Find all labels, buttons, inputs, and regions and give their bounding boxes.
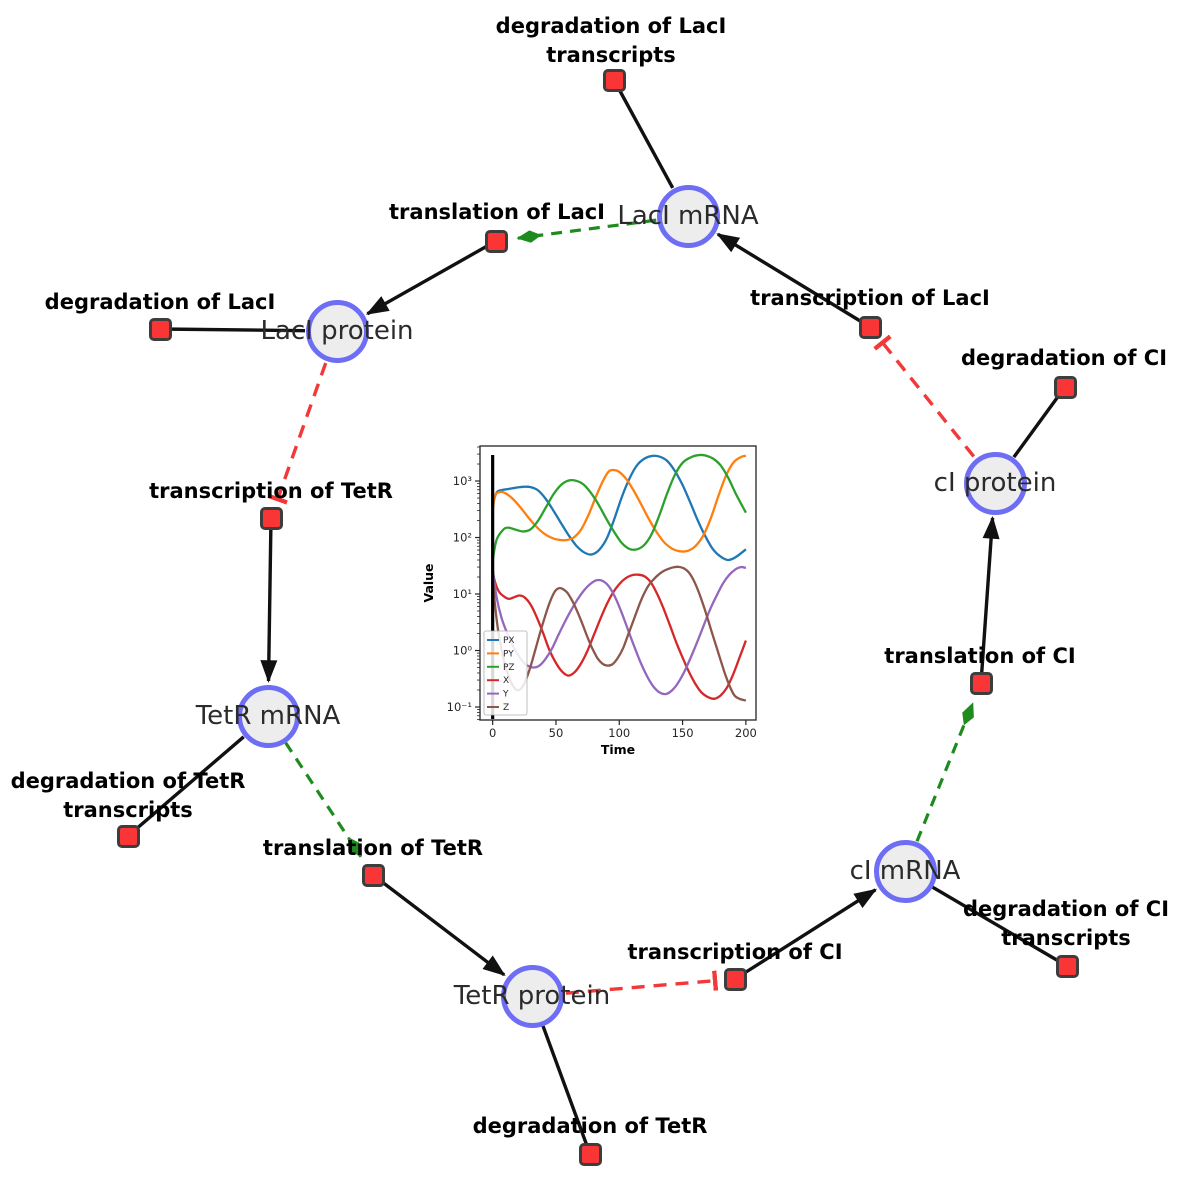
reaction-node-txn-laci[interactable] — [858, 315, 882, 339]
reaction-node-transl-tetr[interactable] — [361, 863, 385, 887]
reaction-node-txn-tetr[interactable] — [259, 506, 283, 530]
y-tick-10e0: 10⁰ — [453, 644, 473, 658]
legend-entry-PZ: PZ — [503, 663, 515, 673]
edge-laci-mrna-deg-laci-tx — [612, 79, 675, 189]
species-node-tetr-mrna[interactable] — [236, 684, 300, 748]
species-node-laci-protein[interactable] — [305, 299, 369, 363]
species-label-laci-mrna: LacI mRNA — [617, 201, 759, 231]
reaction-label-deg-tetr-tx-line2: transcripts — [63, 797, 193, 822]
edge-transl-tetr-tetr-protein — [371, 873, 506, 977]
reaction-label-deg-tetr: degradation of TetR — [472, 1114, 708, 1138]
reaction-label-deg-ci-tx: degradation of CI — [962, 897, 1170, 921]
inset-chart: 0 50 100 150 20010⁻¹10⁰10¹10²10³TimeValuePXP… — [421, 445, 757, 757]
species-node-laci-mrna[interactable] — [656, 184, 720, 248]
reaction-label-deg-ci: degradation of CI — [960, 346, 1168, 370]
legend-entry-PX: PX — [503, 636, 515, 646]
y-tick-10e-1: 10⁻¹ — [447, 700, 472, 714]
x-tick-50: 50 — [549, 726, 564, 740]
edge-laci-mrna-transl-laci — [516, 218, 657, 243]
legend-entry-X: X — [503, 676, 509, 686]
reaction-label-txn-laci: transcription of LacI — [750, 286, 990, 310]
x-tick-200: 200 — [735, 726, 757, 740]
y-tick-10e2: 10² — [453, 531, 472, 545]
edge-txn-ci-ci-mrna — [734, 888, 878, 981]
edge-ci-protein-deg-ci — [1012, 385, 1067, 459]
y-axis-label: Value — [421, 563, 436, 602]
reaction-node-transl-laci[interactable] — [484, 229, 508, 253]
edge-ci-protein-txn-laci — [873, 334, 976, 458]
chart-legend: PX PY PZ XYZ — [483, 630, 528, 716]
reaction-label-txn-ci: transcription of CI — [627, 940, 843, 964]
reaction-label-transl-ci: translation of CI — [884, 644, 1076, 668]
reaction-node-deg-laci-tx[interactable] — [602, 68, 626, 92]
series-Z — [491, 565, 747, 702]
species-label-laci-protein: LacI protein — [260, 316, 414, 346]
reaction-label-deg-laci: degradation of LacI — [44, 290, 276, 314]
reaction-label-deg-laci-tx-line2: transcripts — [546, 42, 676, 67]
edge-txn-tetr-tetr-mrna — [260, 517, 278, 683]
species-label-ci-mrna: cI mRNA — [849, 856, 961, 886]
series-PX — [491, 454, 747, 562]
edge-ci-mrna-deg-ci-tx — [931, 885, 1068, 968]
species-label-ci-protein: cI protein — [933, 468, 1057, 498]
edge-ci-mrna-transl-ci — [915, 702, 975, 842]
edge-tetr-protein-deg-tetr — [541, 1025, 592, 1155]
reaction-node-deg-tetr-tx[interactable] — [116, 824, 140, 848]
species-node-ci-mrna[interactable] — [873, 839, 937, 903]
reaction-node-deg-ci-tx[interactable] — [1055, 954, 1079, 978]
reaction-label-deg-laci-tx: degradation of LacI — [495, 14, 727, 38]
x-tick-0: 0 — [489, 726, 496, 740]
species-label-tetr-mrna: TetR mRNA — [195, 701, 341, 731]
reaction-label-deg-tetr-tx: degradation of TetR — [10, 769, 246, 793]
edge-tetr-mrna-deg-tetr-tx — [126, 735, 245, 838]
series-PZ — [491, 453, 747, 561]
reaction-label-transl-tetr: translation of TetR — [262, 836, 484, 860]
series-Y — [491, 565, 747, 696]
edge-tetr-protein-txn-ci — [565, 970, 719, 995]
legend-entry-PY: PY — [503, 649, 514, 659]
reaction-node-deg-ci[interactable] — [1053, 375, 1077, 399]
species-node-ci-protein[interactable] — [963, 451, 1027, 515]
edge-transl-laci-laci-protein — [365, 239, 497, 316]
x-tick-100: 100 — [608, 726, 630, 740]
series-PY — [491, 454, 747, 553]
reaction-label-txn-tetr: transcription of TetR — [149, 479, 393, 503]
edge-laci-protein-deg-laci — [159, 327, 306, 333]
reaction-node-deg-tetr[interactable] — [578, 1142, 602, 1166]
reaction-node-txn-ci[interactable] — [723, 967, 747, 991]
species-label-tetr-protein: TetR protein — [453, 981, 611, 1011]
x-tick-150: 150 — [672, 726, 694, 740]
edge-transl-ci-ci-protein — [979, 516, 1000, 684]
legend-entry-Y: Y — [502, 690, 509, 700]
x-axis-label: Time — [601, 742, 635, 757]
reaction-label-transl-laci: translation of LacI — [389, 200, 605, 224]
chart-axes-frame — [479, 445, 757, 721]
legend-entry-Z: Z — [503, 703, 509, 713]
edge-txn-laci-laci-mrna — [716, 232, 871, 329]
edge-layer — [126, 79, 1068, 1155]
edge-tetr-mrna-transl-tetr — [284, 741, 363, 858]
y-tick-10e1: 10¹ — [453, 587, 472, 601]
reaction-node-deg-laci[interactable] — [148, 317, 172, 341]
reaction-label-deg-ci-tx-line2: transcripts — [1001, 925, 1131, 950]
species-node-tetr-protein[interactable] — [500, 964, 564, 1028]
edge-laci-protein-txn-tetr — [267, 362, 328, 505]
reaction-node-transl-ci[interactable] — [969, 671, 993, 695]
y-tick-10e3: 10³ — [453, 474, 473, 488]
